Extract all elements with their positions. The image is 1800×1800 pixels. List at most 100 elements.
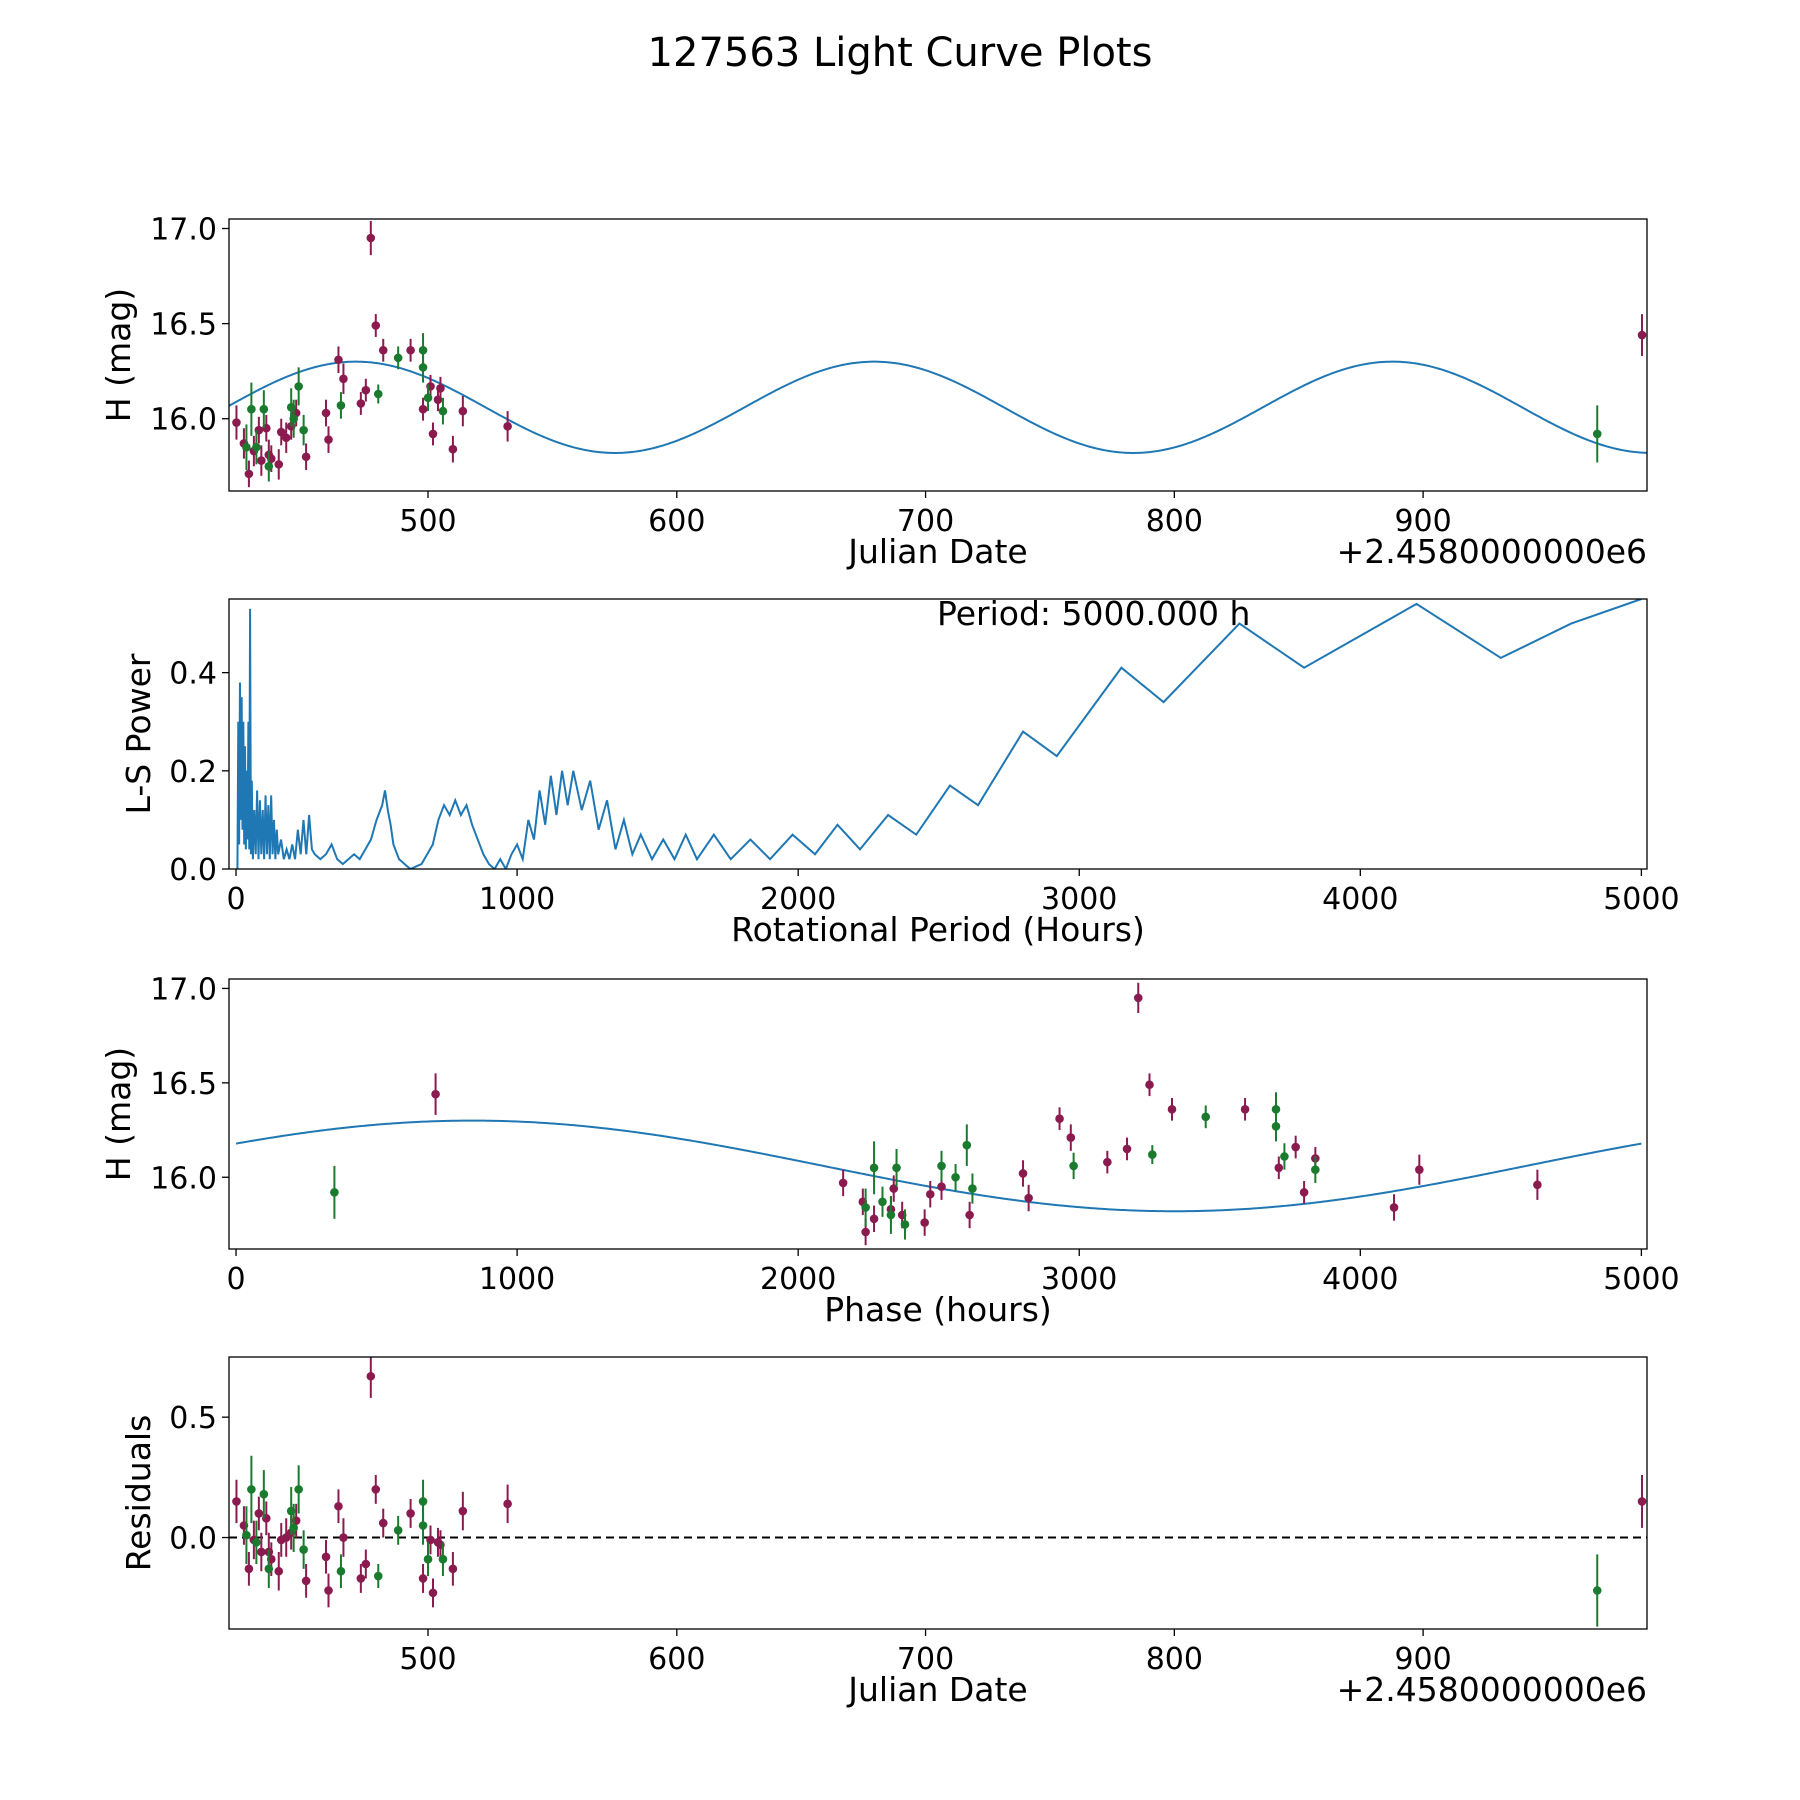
- x-tick-label: 900: [1394, 504, 1451, 539]
- data-point-series_a: [428, 422, 438, 446]
- data-point-series_a: [321, 1539, 331, 1574]
- data-point-series_a: [324, 426, 333, 453]
- data-marker: [1311, 1165, 1320, 1174]
- data-point-series_b: [373, 1564, 383, 1589]
- data-marker: [886, 1210, 896, 1220]
- data-marker: [1592, 1586, 1602, 1595]
- data-point-series_b: [951, 1164, 960, 1191]
- axes-frame: [228, 218, 1648, 492]
- data-point-series_b: [892, 1148, 901, 1187]
- data-point-series_a: [371, 1474, 381, 1504]
- data-point-series_a: [1133, 982, 1143, 1013]
- y-tick-label: 16.0: [150, 1161, 217, 1196]
- data-marker: [418, 1497, 428, 1506]
- data-marker: [423, 1554, 433, 1564]
- data-point-series_b: [252, 1520, 261, 1565]
- data-marker: [1018, 1169, 1028, 1178]
- data-point-series_a: [281, 1518, 291, 1557]
- x-tick-label: 700: [897, 504, 954, 539]
- data-marker: [418, 1521, 428, 1530]
- data-marker: [861, 1203, 870, 1212]
- data-point-series_b: [299, 414, 308, 446]
- x-tick-label: 5000: [1603, 1262, 1679, 1297]
- y-tick-label: 0.5: [169, 1401, 217, 1436]
- data-marker: [937, 1161, 946, 1171]
- data-point-series_a: [232, 1479, 241, 1524]
- x-axis-label: Rotational Period (Hours): [731, 910, 1145, 949]
- data-point-series_b: [247, 382, 256, 436]
- data-marker: [356, 1574, 366, 1583]
- data-marker: [1533, 1180, 1542, 1190]
- data-marker: [1299, 1188, 1309, 1197]
- x-tick-label: 4000: [1322, 882, 1398, 917]
- data-marker: [242, 442, 251, 452]
- data-point-series_b: [242, 424, 251, 471]
- data-marker: [247, 404, 256, 414]
- data-marker: [254, 1509, 264, 1518]
- data-marker: [1055, 1114, 1064, 1124]
- data-point-series_a: [458, 395, 468, 427]
- data-point-series_b: [393, 1515, 403, 1545]
- data-marker: [334, 1501, 343, 1511]
- data-marker: [289, 1523, 298, 1533]
- x-tick-label: 500: [399, 1642, 456, 1677]
- data-point-series_a: [274, 449, 284, 480]
- data-marker: [242, 1530, 251, 1540]
- data-marker: [436, 383, 445, 393]
- period-annotation: Period: 5000.000 h: [937, 594, 1250, 633]
- data-point-series_a: [366, 1357, 376, 1398]
- data-point-series_b: [299, 1530, 308, 1569]
- y-tick-label: 16.5: [150, 1067, 217, 1102]
- data-point-series_a: [925, 1181, 935, 1208]
- data-marker: [418, 345, 428, 355]
- data-marker: [299, 425, 308, 435]
- data-point-series_a: [428, 1578, 438, 1608]
- data-point-series_a: [232, 405, 241, 440]
- data-marker: [1271, 1121, 1281, 1131]
- data-marker: [869, 1163, 879, 1173]
- data-marker: [336, 1566, 346, 1576]
- data-point-series_a: [1240, 1097, 1250, 1121]
- data-point-series_a: [436, 376, 445, 400]
- data-marker: [418, 404, 428, 414]
- axes-frame: [228, 1356, 1648, 1630]
- data-point-series_b: [423, 1542, 433, 1577]
- data-marker: [937, 1182, 946, 1191]
- data-marker: [448, 1564, 458, 1574]
- data-point-series_a: [869, 1205, 879, 1233]
- data-marker: [438, 1554, 448, 1564]
- data-point-series_b: [1592, 1554, 1602, 1627]
- axes-frame: [228, 978, 1648, 1250]
- data-marker: [289, 414, 298, 424]
- data-point-series_b: [289, 1503, 298, 1552]
- data-point-series_a: [1024, 1184, 1033, 1212]
- data-point-series_a: [276, 418, 286, 446]
- data-point-series_b: [336, 1554, 346, 1589]
- data-point-series_a: [371, 314, 381, 337]
- x-tick-label: 3000: [1041, 1262, 1117, 1297]
- data-point-series_b: [1069, 1152, 1078, 1180]
- data-point-series_a: [503, 411, 512, 442]
- data-point-series_a: [1299, 1181, 1309, 1204]
- data-marker: [1274, 1163, 1284, 1173]
- x-axis-label: Julian Date: [846, 1670, 1028, 1709]
- x-offset-text: +2.4580000000e6: [1337, 1670, 1647, 1709]
- data-point-series_b: [259, 1470, 269, 1519]
- data-marker: [878, 1197, 887, 1207]
- data-marker: [294, 382, 303, 391]
- data-marker: [378, 345, 388, 355]
- data-marker: [281, 433, 291, 443]
- data-marker: [428, 1588, 438, 1598]
- data-marker: [1024, 1193, 1033, 1203]
- x-axis-label: Julian Date: [846, 532, 1028, 571]
- data-point-series_b: [968, 1173, 977, 1204]
- data-point-series_a: [920, 1209, 929, 1236]
- data-point-series_b: [294, 367, 303, 406]
- data-marker: [503, 1499, 512, 1509]
- data-marker: [264, 1564, 274, 1574]
- data-marker: [257, 456, 266, 465]
- y-axis-label: H (mag): [99, 288, 138, 422]
- data-marker: [339, 1533, 348, 1542]
- x-tick-label: 5000: [1603, 882, 1679, 917]
